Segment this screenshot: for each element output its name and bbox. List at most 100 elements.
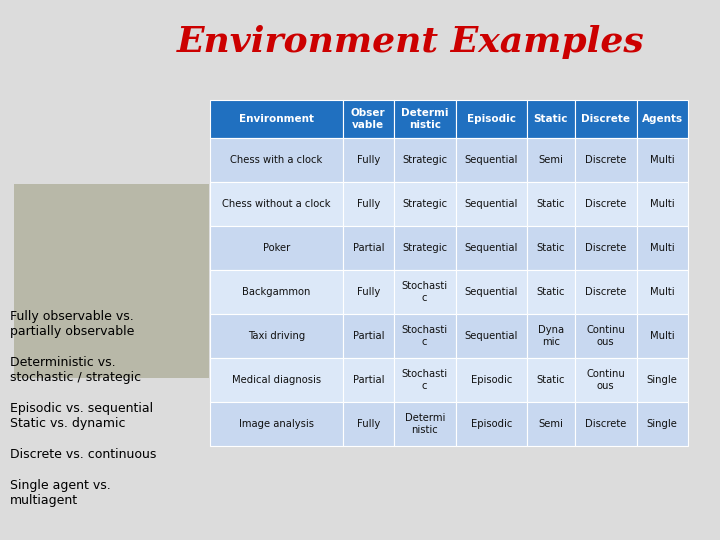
Text: stochastic / strategic: stochastic / strategic xyxy=(10,371,141,384)
Bar xyxy=(575,402,636,446)
Text: Episodic: Episodic xyxy=(471,419,512,429)
Text: Semi: Semi xyxy=(539,155,564,165)
Bar xyxy=(527,270,575,314)
Text: Static: Static xyxy=(534,114,568,124)
Text: Static: Static xyxy=(536,243,565,253)
Bar xyxy=(636,402,688,446)
Bar xyxy=(575,270,636,314)
Text: Single: Single xyxy=(647,419,678,429)
Text: Fully: Fully xyxy=(356,199,380,209)
Bar xyxy=(210,138,343,182)
Bar xyxy=(456,314,527,358)
Text: Static: Static xyxy=(536,199,565,209)
Text: Fully: Fully xyxy=(356,287,380,297)
Bar xyxy=(394,402,456,446)
Bar xyxy=(575,182,636,226)
Text: Taxi driving: Taxi driving xyxy=(248,331,305,341)
Bar xyxy=(575,314,636,358)
Text: Image analysis: Image analysis xyxy=(239,419,314,429)
Bar xyxy=(394,226,456,270)
Bar xyxy=(210,402,343,446)
Text: Multi: Multi xyxy=(650,331,675,341)
Text: Environment: Environment xyxy=(239,114,314,124)
Text: Stochasti
c: Stochasti c xyxy=(402,325,448,347)
Bar xyxy=(343,100,394,138)
Bar xyxy=(456,100,527,138)
Bar xyxy=(210,100,343,138)
Text: Single: Single xyxy=(647,375,678,385)
Text: Discrete: Discrete xyxy=(585,419,626,429)
Bar xyxy=(343,182,394,226)
Text: Semi: Semi xyxy=(539,419,564,429)
Text: Single agent vs.: Single agent vs. xyxy=(10,479,111,492)
Bar xyxy=(527,182,575,226)
Text: Obser
vable: Obser vable xyxy=(351,108,386,130)
Text: Discrete: Discrete xyxy=(585,199,626,209)
Text: Discrete vs. continuous: Discrete vs. continuous xyxy=(10,448,156,461)
Text: Agents: Agents xyxy=(642,114,683,124)
Text: Poker: Poker xyxy=(263,243,290,253)
Bar xyxy=(575,226,636,270)
Text: Fully: Fully xyxy=(356,155,380,165)
Bar xyxy=(636,314,688,358)
Bar xyxy=(456,402,527,446)
Bar xyxy=(527,314,575,358)
Text: Static vs. dynamic: Static vs. dynamic xyxy=(10,417,125,430)
Text: Strategic: Strategic xyxy=(402,243,447,253)
Bar xyxy=(394,100,456,138)
Bar xyxy=(210,182,343,226)
Text: Continu
ous: Continu ous xyxy=(586,325,625,347)
Text: Multi: Multi xyxy=(650,243,675,253)
Text: Partial: Partial xyxy=(353,331,384,341)
Bar xyxy=(636,182,688,226)
Bar xyxy=(343,270,394,314)
Bar xyxy=(394,182,456,226)
Text: Episodic: Episodic xyxy=(471,375,512,385)
Text: Determi
nistic: Determi nistic xyxy=(401,108,449,130)
Bar xyxy=(527,226,575,270)
Bar xyxy=(343,138,394,182)
Bar xyxy=(527,138,575,182)
Text: Continu
ous: Continu ous xyxy=(586,369,625,391)
Bar xyxy=(210,226,343,270)
Bar xyxy=(456,358,527,402)
Bar xyxy=(636,138,688,182)
Text: Multi: Multi xyxy=(650,287,675,297)
Bar xyxy=(636,270,688,314)
Text: Deterministic vs.: Deterministic vs. xyxy=(10,356,116,369)
Bar xyxy=(210,270,343,314)
Text: Stochasti
c: Stochasti c xyxy=(402,369,448,391)
Text: Fully: Fully xyxy=(356,419,380,429)
Bar xyxy=(343,402,394,446)
Bar xyxy=(343,314,394,358)
FancyBboxPatch shape xyxy=(14,184,209,378)
Text: Discrete: Discrete xyxy=(585,243,626,253)
Bar xyxy=(394,270,456,314)
Text: Chess without a clock: Chess without a clock xyxy=(222,199,330,209)
Text: Chess with a clock: Chess with a clock xyxy=(230,155,323,165)
Text: Strategic: Strategic xyxy=(402,155,447,165)
Text: Static: Static xyxy=(536,287,565,297)
Text: Discrete: Discrete xyxy=(585,287,626,297)
Text: Discrete: Discrete xyxy=(585,155,626,165)
Text: Partial: Partial xyxy=(353,243,384,253)
Bar xyxy=(575,358,636,402)
Bar xyxy=(575,100,636,138)
Bar xyxy=(527,402,575,446)
Bar xyxy=(636,358,688,402)
Bar xyxy=(210,314,343,358)
Text: Backgammon: Backgammon xyxy=(242,287,310,297)
Text: partially observable: partially observable xyxy=(10,325,135,338)
Text: Stochasti
c: Stochasti c xyxy=(402,281,448,303)
Bar xyxy=(210,358,343,402)
Text: Sequential: Sequential xyxy=(464,287,518,297)
Text: Multi: Multi xyxy=(650,199,675,209)
Text: Sequential: Sequential xyxy=(464,331,518,341)
Bar xyxy=(456,182,527,226)
Text: Episodic: Episodic xyxy=(467,114,516,124)
Text: Episodic vs. sequential: Episodic vs. sequential xyxy=(10,402,153,415)
Text: Partial: Partial xyxy=(353,375,384,385)
Text: Determi
nistic: Determi nistic xyxy=(405,413,445,435)
Bar xyxy=(575,138,636,182)
Text: Multi: Multi xyxy=(650,155,675,165)
